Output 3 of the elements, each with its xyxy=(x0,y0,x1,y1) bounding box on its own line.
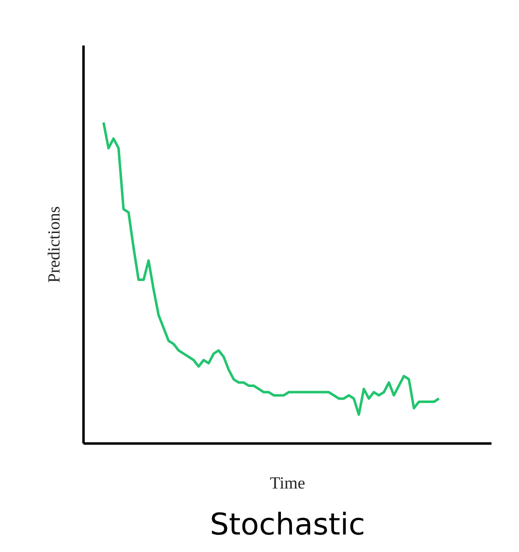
text: Stochastic xyxy=(210,508,366,542)
x-axis-title: Time xyxy=(270,474,306,492)
y-axis-title: Predictions xyxy=(44,206,64,283)
